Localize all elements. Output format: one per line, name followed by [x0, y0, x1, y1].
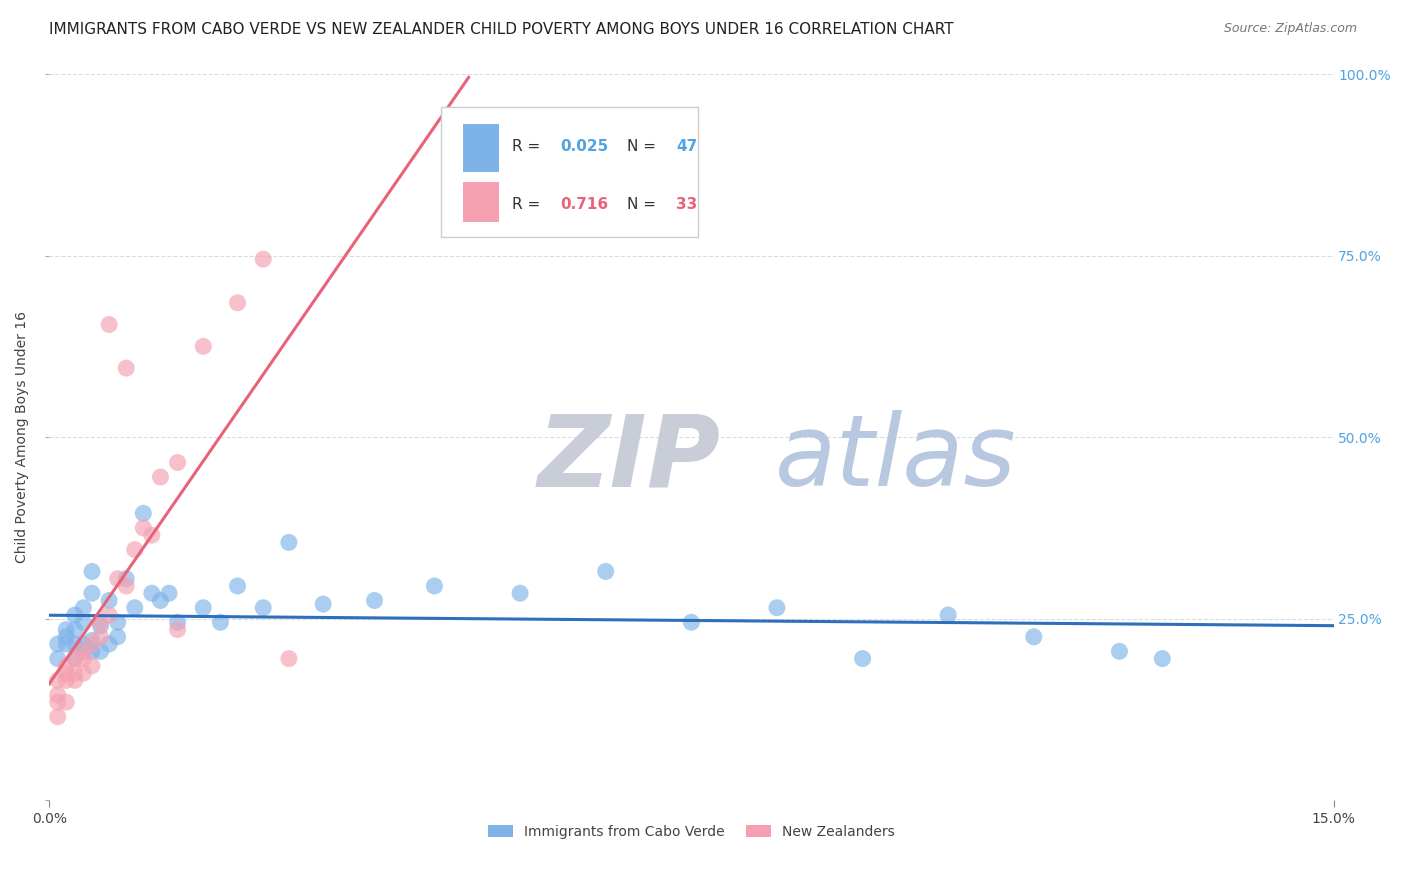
- FancyBboxPatch shape: [463, 182, 499, 222]
- Point: [89, 630, 111, 644]
- Point: [89, 619, 111, 633]
- Text: atlas: atlas: [775, 410, 1017, 508]
- Point: [193, 339, 215, 353]
- Text: IMMIGRANTS FROM CABO VERDE VS NEW ZEALANDER CHILD POVERTY AMONG BOYS UNDER 16 CO: IMMIGRANTS FROM CABO VERDE VS NEW ZEALAN…: [49, 22, 953, 37]
- Legend: Immigrants from Cabo Verde, New Zealanders: Immigrants from Cabo Verde, New Zealande…: [482, 819, 900, 844]
- Point: [46, 709, 69, 723]
- Point: [115, 579, 138, 593]
- Point: [363, 593, 385, 607]
- Point: [63, 673, 86, 688]
- Point: [166, 623, 188, 637]
- Point: [46, 695, 69, 709]
- Point: [509, 586, 531, 600]
- Point: [851, 651, 873, 665]
- Point: [55, 673, 77, 688]
- Point: [55, 695, 77, 709]
- Point: [98, 593, 121, 607]
- Point: [312, 597, 335, 611]
- Point: [141, 586, 163, 600]
- Point: [63, 651, 86, 665]
- Point: [63, 651, 86, 665]
- Point: [681, 615, 703, 630]
- FancyBboxPatch shape: [463, 125, 499, 171]
- Point: [72, 644, 94, 658]
- Point: [166, 456, 188, 470]
- Point: [89, 644, 111, 658]
- Point: [72, 615, 94, 630]
- Point: [252, 600, 274, 615]
- Point: [277, 651, 299, 665]
- Point: [252, 252, 274, 267]
- Point: [166, 615, 188, 630]
- Text: R =: R =: [512, 139, 544, 153]
- Point: [72, 644, 94, 658]
- Point: [98, 607, 121, 622]
- Point: [193, 600, 215, 615]
- Point: [98, 637, 121, 651]
- Point: [72, 637, 94, 651]
- Text: N =: N =: [627, 139, 661, 153]
- Text: R =: R =: [512, 197, 544, 211]
- Point: [1108, 644, 1130, 658]
- Text: ZIP: ZIP: [537, 410, 720, 508]
- Point: [55, 637, 77, 651]
- Point: [149, 470, 172, 484]
- Point: [98, 318, 121, 332]
- Point: [46, 688, 69, 702]
- Point: [55, 623, 77, 637]
- Text: 0.025: 0.025: [561, 139, 609, 153]
- Point: [149, 593, 172, 607]
- Point: [72, 651, 94, 665]
- Point: [46, 651, 69, 665]
- Point: [132, 507, 155, 521]
- Point: [157, 586, 180, 600]
- Point: [132, 521, 155, 535]
- Point: [115, 361, 138, 376]
- Text: 47: 47: [676, 139, 697, 153]
- Point: [209, 615, 232, 630]
- Point: [80, 586, 103, 600]
- Point: [72, 600, 94, 615]
- Point: [226, 295, 249, 310]
- Text: 0.716: 0.716: [561, 197, 609, 211]
- Point: [63, 666, 86, 681]
- Point: [80, 565, 103, 579]
- Point: [55, 630, 77, 644]
- Point: [46, 673, 69, 688]
- Point: [89, 615, 111, 630]
- Point: [124, 542, 146, 557]
- Point: [1152, 651, 1174, 665]
- Point: [115, 572, 138, 586]
- Point: [1022, 630, 1045, 644]
- Point: [277, 535, 299, 549]
- Point: [226, 579, 249, 593]
- Text: 33: 33: [676, 197, 697, 211]
- Point: [63, 637, 86, 651]
- Point: [141, 528, 163, 542]
- Point: [55, 666, 77, 681]
- Point: [63, 607, 86, 622]
- Y-axis label: Child Poverty Among Boys Under 16: Child Poverty Among Boys Under 16: [15, 311, 30, 563]
- Text: Source: ZipAtlas.com: Source: ZipAtlas.com: [1223, 22, 1357, 36]
- Point: [423, 579, 446, 593]
- Point: [936, 607, 959, 622]
- Point: [595, 565, 617, 579]
- Text: N =: N =: [627, 197, 661, 211]
- Point: [80, 637, 103, 651]
- Point: [766, 600, 789, 615]
- Point: [80, 658, 103, 673]
- Point: [72, 666, 94, 681]
- Point: [46, 637, 69, 651]
- FancyBboxPatch shape: [441, 107, 697, 237]
- Point: [107, 615, 129, 630]
- Point: [80, 644, 103, 658]
- Point: [63, 623, 86, 637]
- Point: [107, 630, 129, 644]
- Point: [80, 633, 103, 648]
- Point: [107, 572, 129, 586]
- Point: [55, 658, 77, 673]
- Point: [124, 600, 146, 615]
